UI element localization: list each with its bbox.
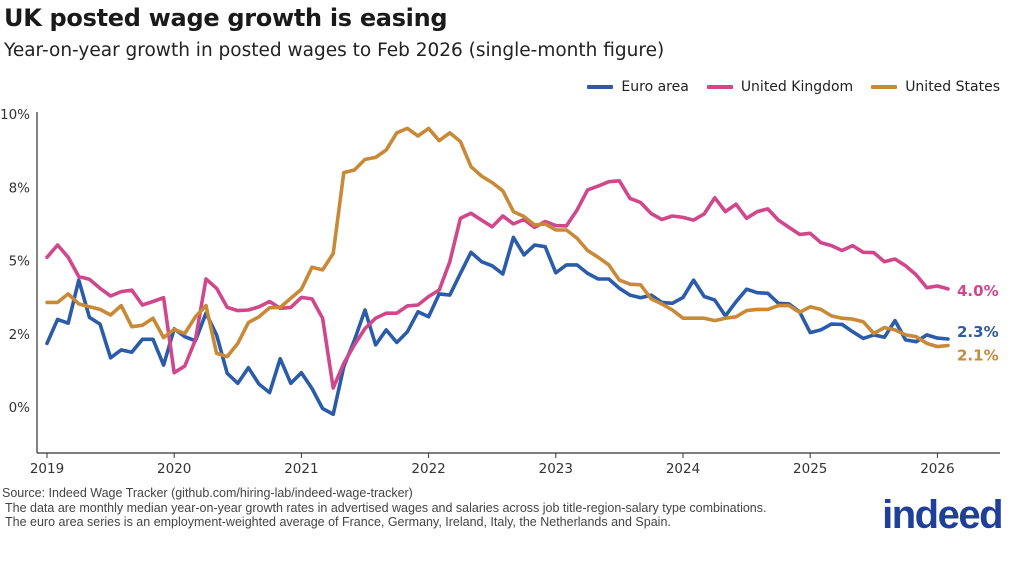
y-tick-label: 8% [9, 180, 31, 196]
y-tick-label: 2% [9, 327, 31, 343]
legend-item-united-states: United States [871, 79, 1000, 95]
x-tick-label: 2019 [30, 461, 64, 477]
legend-item-united-kingdom: United Kingdom [706, 79, 854, 95]
series-line-united-states [45, 126, 950, 359]
y-tick-label: 0% [9, 400, 31, 416]
footer: Source: Indeed Wage Tracker (github.com/… [2, 486, 767, 530]
legend-label: Euro area [621, 79, 689, 95]
chart-title: UK posted wage growth is easing [4, 4, 448, 32]
x-tick-label: 2020 [157, 461, 191, 477]
x-tick-label: 2021 [284, 461, 318, 477]
x-tick-label: 2026 [920, 461, 954, 477]
series-line-united-kingdom [45, 179, 950, 390]
legend-label: United Kingdom [740, 79, 854, 95]
euro-area-note: The euro area series is an employment-we… [5, 515, 671, 529]
legend-swatch [706, 85, 733, 89]
legend-item-euro-area: Euro area [587, 79, 689, 95]
x-tick-label: 2023 [539, 461, 573, 477]
series-line-euro-area [45, 235, 950, 417]
x-tick-label: 2022 [411, 461, 445, 477]
indeed-logo: indeed [882, 493, 1003, 537]
legend: Euro area United Kingdom United States [587, 79, 1000, 95]
source-note: Source: Indeed Wage Tracker (github.com/… [2, 486, 413, 500]
x-tick-label: 2024 [666, 461, 700, 477]
method-note: The data are monthly median year-on-year… [5, 500, 767, 515]
legend-swatch [871, 85, 898, 89]
end-value-label: 2.1% [957, 346, 999, 364]
y-tick-label: 10% [0, 107, 30, 123]
end-value-label: 2.3% [957, 323, 999, 341]
y-tick-label: 5% [9, 254, 31, 270]
end-value-label: 4.0% [957, 282, 999, 300]
chart-subtitle: Year-on-year growth in posted wages to F… [4, 40, 665, 61]
legend-swatch [587, 85, 614, 89]
x-tick-label: 2025 [793, 461, 827, 477]
legend-label: United States [905, 79, 1000, 95]
